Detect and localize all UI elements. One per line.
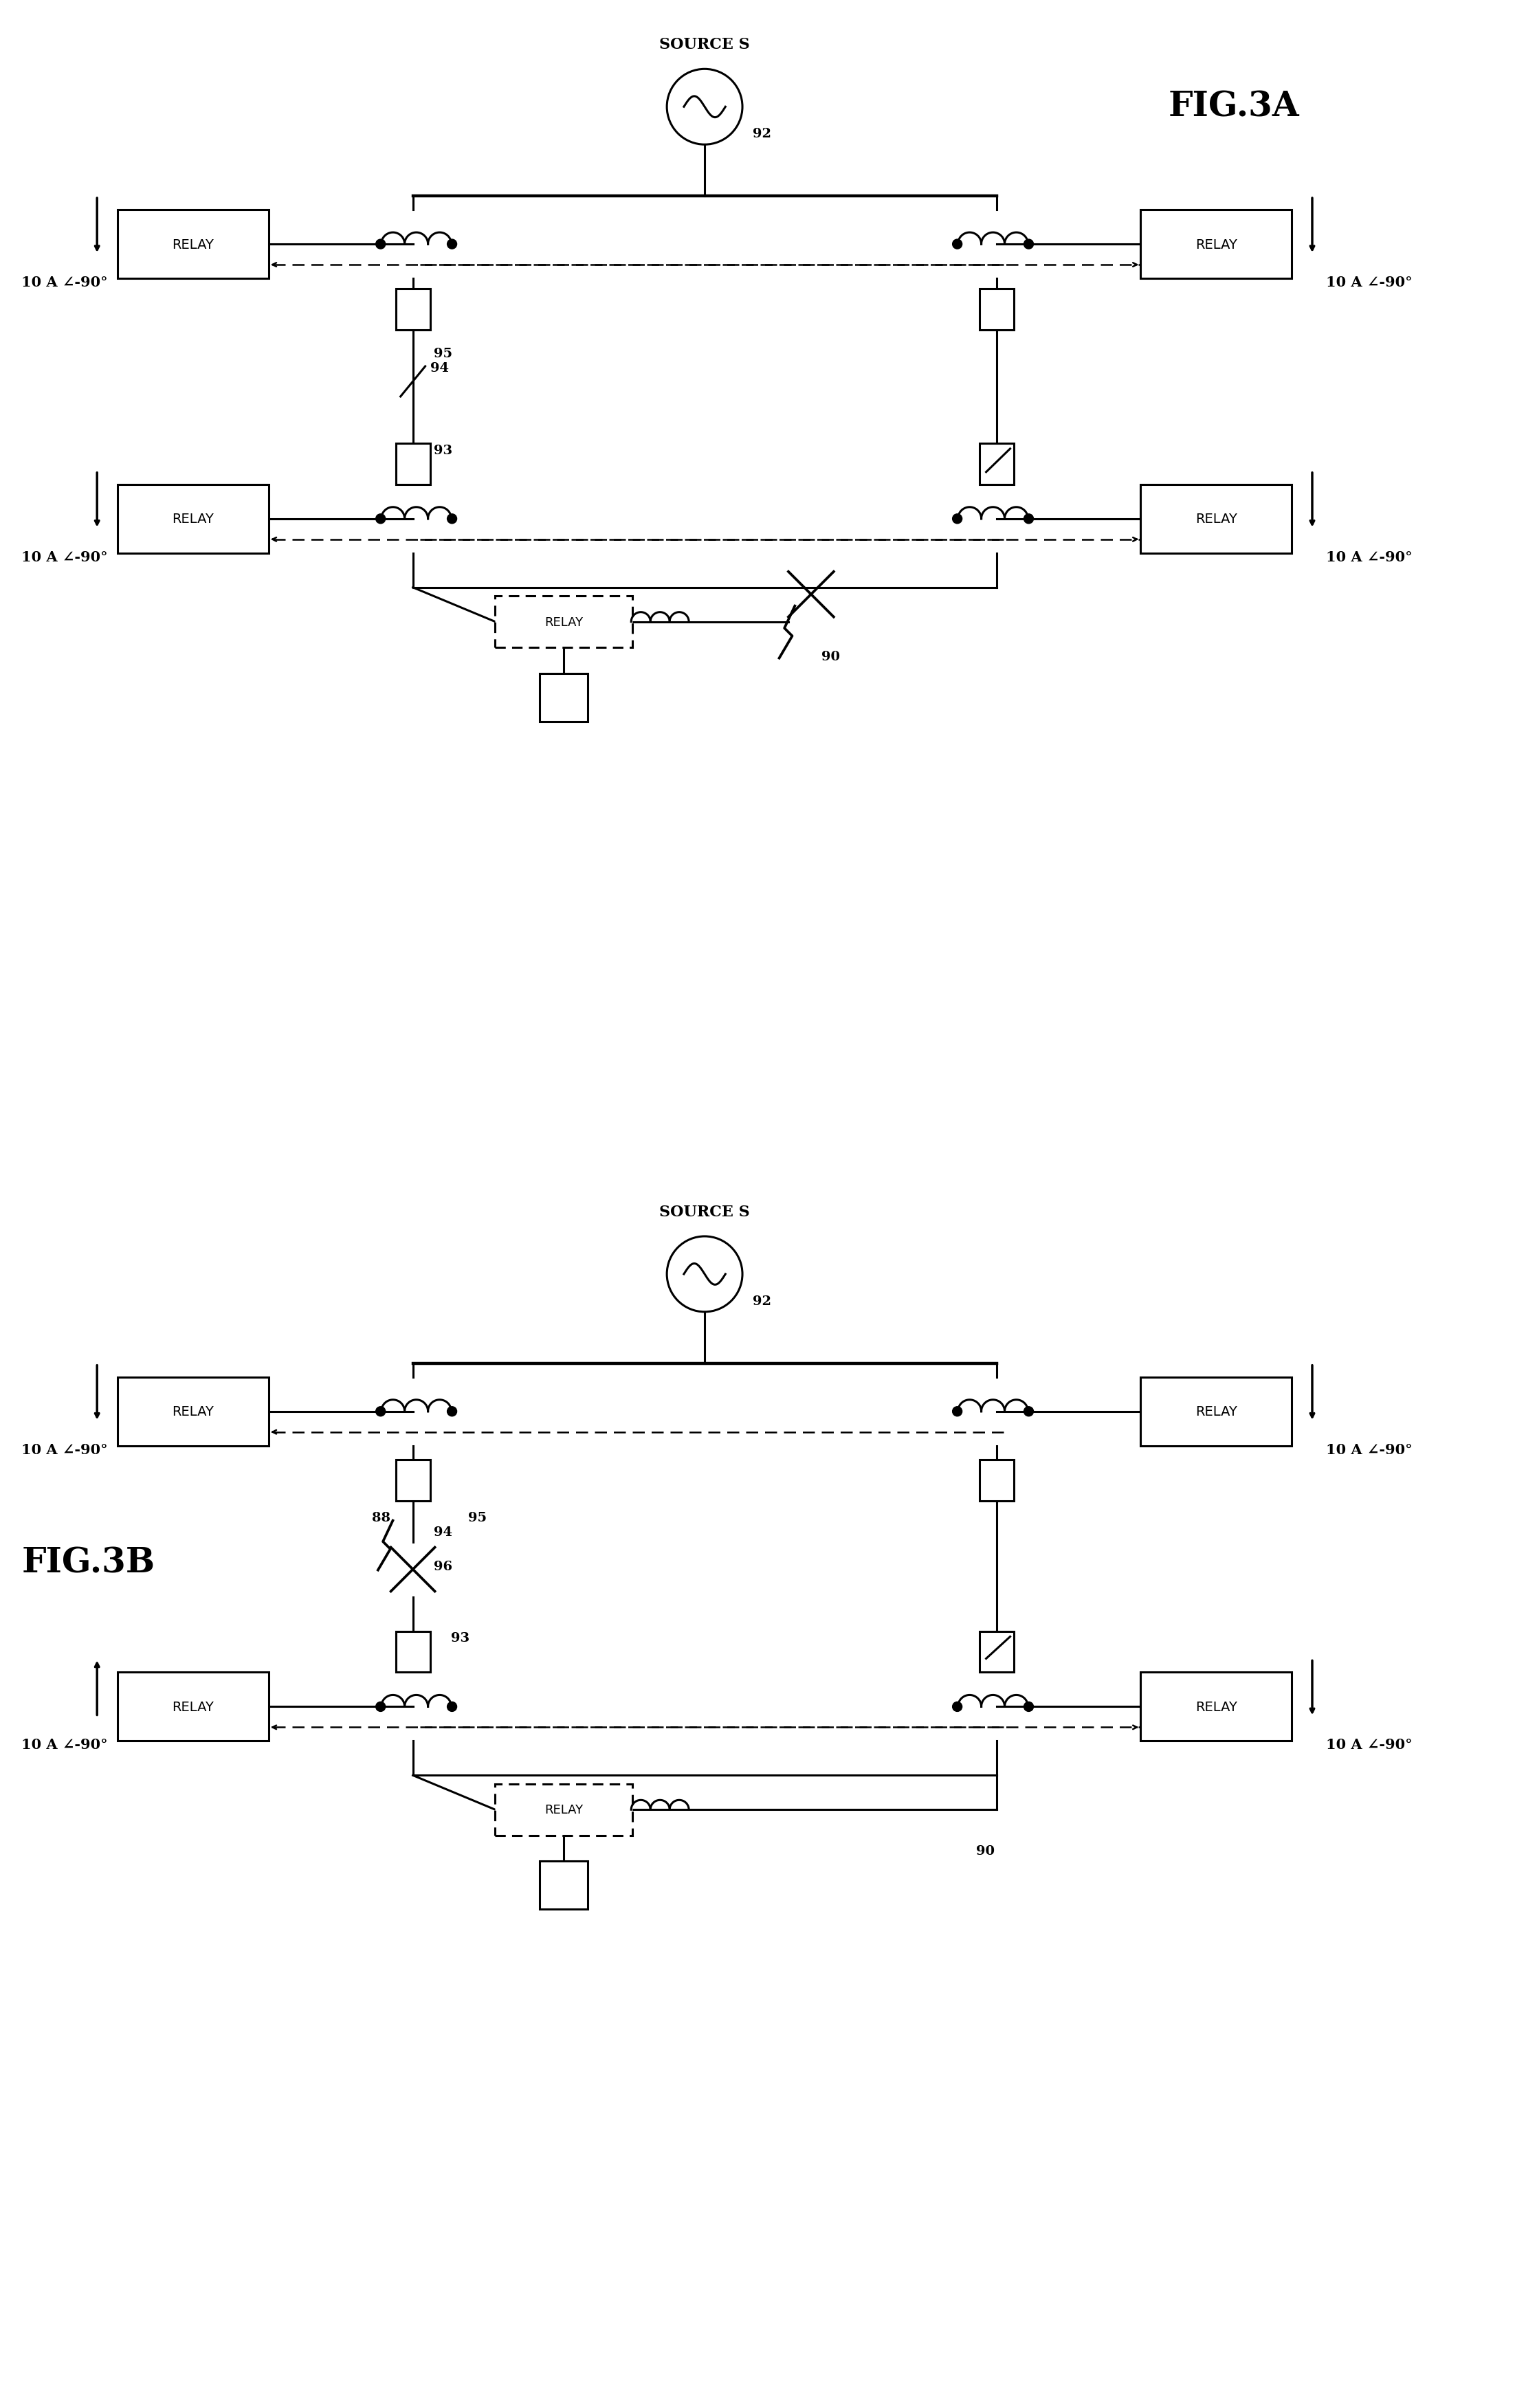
Bar — [539, 674, 588, 722]
Circle shape — [1024, 515, 1033, 525]
Bar — [1141, 484, 1292, 554]
Bar — [395, 1459, 430, 1500]
Circle shape — [376, 515, 385, 525]
Circle shape — [447, 1702, 458, 1712]
Bar — [118, 1377, 268, 1445]
Bar — [118, 484, 268, 554]
Text: 96: 96 — [433, 1560, 451, 1572]
Text: 10 A ∠-90°: 10 A ∠-90° — [21, 275, 108, 289]
Bar — [395, 1630, 430, 1674]
Bar — [495, 1784, 633, 1835]
Text: RELAY: RELAY — [1195, 238, 1238, 250]
Text: 90: 90 — [976, 1845, 994, 1857]
Text: RELAY: RELAY — [544, 1804, 583, 1816]
Bar — [979, 443, 1014, 484]
Circle shape — [953, 241, 962, 250]
Text: 10 A ∠-90°: 10 A ∠-90° — [21, 549, 108, 563]
Text: 88: 88 — [371, 1512, 391, 1524]
Text: 95: 95 — [468, 1512, 486, 1524]
Bar — [118, 1674, 268, 1741]
Circle shape — [1024, 241, 1033, 250]
Bar — [495, 597, 633, 648]
Text: RELAY: RELAY — [544, 616, 583, 628]
Circle shape — [1024, 1406, 1033, 1416]
Text: 10 A ∠-90°: 10 A ∠-90° — [21, 1442, 108, 1457]
Text: 95: 95 — [433, 347, 451, 359]
Text: 94: 94 — [433, 1527, 451, 1539]
Bar — [395, 443, 430, 484]
Text: RELAY: RELAY — [1195, 513, 1238, 525]
Bar — [395, 289, 430, 330]
Circle shape — [953, 1406, 962, 1416]
Text: RELAY: RELAY — [1195, 1700, 1238, 1714]
Text: SOURCE S: SOURCE S — [659, 39, 750, 53]
Bar — [1141, 1674, 1292, 1741]
Text: 90: 90 — [821, 650, 839, 662]
Circle shape — [1024, 1702, 1033, 1712]
Circle shape — [447, 515, 458, 525]
Text: 10 A ∠-90°: 10 A ∠-90° — [1326, 549, 1412, 563]
Text: 10 A ∠-90°: 10 A ∠-90° — [1326, 1442, 1412, 1457]
Circle shape — [376, 241, 385, 250]
Circle shape — [953, 1702, 962, 1712]
Text: 92: 92 — [753, 128, 771, 140]
Bar — [979, 289, 1014, 330]
Text: 10 A ∠-90°: 10 A ∠-90° — [1326, 275, 1412, 289]
Text: 10 A ∠-90°: 10 A ∠-90° — [21, 1739, 108, 1751]
Text: SOURCE S: SOURCE S — [659, 1204, 750, 1218]
Bar — [539, 1861, 588, 1910]
Text: RELAY: RELAY — [173, 1700, 214, 1714]
Text: 93: 93 — [433, 445, 451, 458]
Text: RELAY: RELAY — [1195, 1406, 1238, 1418]
Text: 94: 94 — [430, 361, 448, 373]
Text: 10 A ∠-90°: 10 A ∠-90° — [1326, 1739, 1412, 1751]
Circle shape — [447, 241, 458, 250]
Bar — [1141, 209, 1292, 279]
Circle shape — [447, 1406, 458, 1416]
Circle shape — [953, 515, 962, 525]
Text: RELAY: RELAY — [173, 238, 214, 250]
Text: RELAY: RELAY — [173, 1406, 214, 1418]
Text: FIG.3B: FIG.3B — [21, 1546, 155, 1580]
Bar — [979, 1459, 1014, 1500]
Circle shape — [376, 1406, 385, 1416]
Circle shape — [376, 1702, 385, 1712]
Bar — [979, 1630, 1014, 1674]
Bar — [1141, 1377, 1292, 1445]
Bar — [118, 209, 268, 279]
Text: 93: 93 — [450, 1633, 470, 1645]
Text: 92: 92 — [753, 1296, 771, 1308]
Text: RELAY: RELAY — [173, 513, 214, 525]
Text: FIG.3A: FIG.3A — [1168, 92, 1300, 125]
